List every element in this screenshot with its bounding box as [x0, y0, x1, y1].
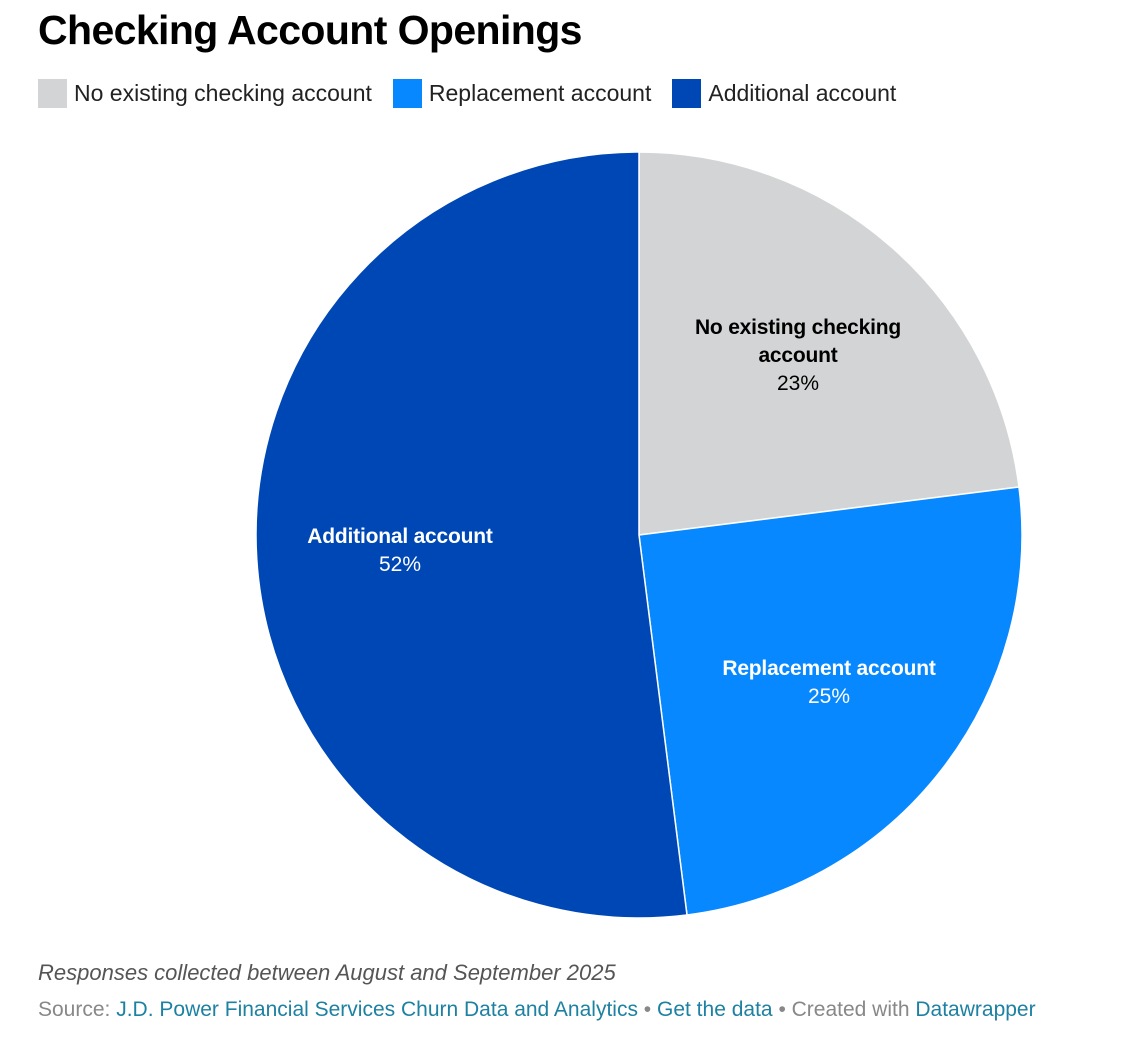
separator-1: • [643, 998, 652, 1021]
slice-label-name-replacement-0: Replacement account [722, 657, 935, 680]
slice-label-name-no-existing-0: No existing checking [695, 316, 901, 339]
slice-label-value-no-existing: 23% [777, 372, 819, 395]
legend-swatch-additional [672, 78, 702, 108]
slice-label-name-no-existing-1: account [758, 344, 837, 367]
legend-label-no-existing: No existing checking account [74, 80, 372, 106]
source-line: Source: J.D. Power Financial Services Ch… [38, 996, 1036, 1024]
pie-slice-replacement [638, 486, 1023, 916]
pie-slice-additional [255, 151, 688, 919]
legend-swatch-replacement [392, 78, 422, 108]
slice-label-name-additional-0: Additional account [307, 525, 493, 548]
datawrapper-link[interactable]: Datawrapper [915, 998, 1036, 1021]
slice-label-no-existing: No existing checking account 23% [695, 316, 901, 395]
chart-title: Checking Account Openings [38, 7, 582, 53]
source-link[interactable]: J.D. Power Financial Services Churn Data… [116, 998, 638, 1021]
slice-label-replacement: Replacement account 25% [722, 657, 936, 708]
legend-label-replacement: Replacement account [428, 80, 652, 106]
legend-label-additional: Additional account [708, 80, 897, 106]
pie-slice-no-existing [638, 151, 1020, 536]
legend-item-no-existing: No existing checking account [38, 78, 372, 108]
legend-item-replacement: Replacement account [392, 78, 652, 108]
source-prefix: Source: [38, 998, 111, 1021]
legend: No existing checking account Replacement… [38, 78, 917, 108]
created-with-text: Created with [791, 998, 910, 1021]
legend-item-additional: Additional account [672, 78, 896, 108]
chart-notes: Responses collected between August and S… [38, 960, 616, 985]
legend-swatch-no-existing [38, 78, 67, 108]
slice-label-value-replacement: 25% [808, 685, 850, 708]
slice-label-additional: Additional account 52% [307, 525, 493, 576]
separator-2: • [778, 998, 786, 1021]
get-the-data-link[interactable]: Get the data [657, 998, 773, 1021]
slice-label-value-additional: 52% [379, 553, 421, 576]
